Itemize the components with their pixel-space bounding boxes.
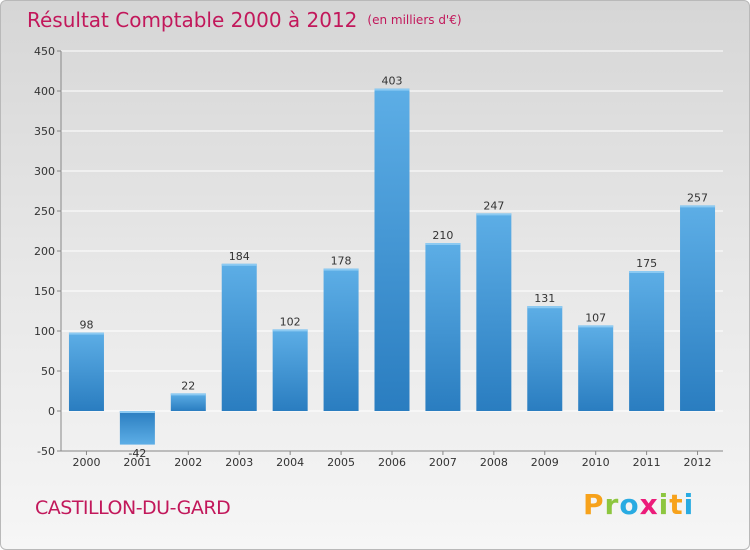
bar-2003 [221, 263, 257, 411]
x-tick-label: 2009 [531, 456, 559, 469]
bar-highlight [476, 213, 512, 216]
y-tick-label: -50 [37, 445, 55, 458]
bar-2005 [323, 268, 359, 411]
bar-2010 [578, 325, 614, 411]
chart-subtitle: (en milliers d'€) [367, 13, 462, 27]
bar-2006 [374, 88, 410, 411]
value-label: 178 [331, 255, 352, 268]
bar-2011 [629, 271, 665, 411]
logo-letter: i [658, 488, 670, 521]
y-tick-label: 400 [34, 85, 55, 98]
x-tick-label: 2012 [684, 456, 712, 469]
y-tick-label: 200 [34, 245, 55, 258]
value-label: 107 [585, 311, 606, 324]
y-tick-label: 450 [34, 45, 55, 58]
x-tick-label: 2010 [582, 456, 610, 469]
bar-2007 [425, 243, 461, 411]
data-labels: 98 -42 22 184 102 178 403 210 247 131 107 175 257 [79, 75, 708, 460]
y-tick-label: 350 [34, 125, 55, 138]
bar-highlight [221, 263, 257, 266]
x-tick-label: 2003 [225, 456, 253, 469]
bar-highlight [170, 393, 206, 396]
bars [68, 88, 716, 445]
proxiti-logo[interactable]: Proxiti [583, 488, 694, 521]
logo-letter: r [604, 488, 620, 521]
bar-2012 [680, 205, 716, 411]
bar-2009 [527, 306, 563, 411]
bar-highlight [68, 332, 104, 335]
logo-letter: i [683, 488, 695, 521]
value-label: -42 [128, 447, 146, 460]
logo-letter: x [639, 488, 659, 521]
bar-2004 [272, 329, 308, 411]
x-tick-label: 2005 [327, 456, 355, 469]
value-label: 257 [687, 191, 708, 204]
x-tick-label: 2008 [480, 456, 508, 469]
value-label: 247 [483, 199, 504, 212]
value-label: 131 [534, 292, 555, 305]
logo-letter: o [619, 488, 640, 521]
x-tick-label: 2002 [174, 456, 202, 469]
x-tick-label: 2011 [633, 456, 661, 469]
bar-highlight [578, 325, 614, 328]
bar-highlight [680, 205, 716, 208]
value-label: 184 [229, 250, 250, 263]
bar-highlight [323, 268, 359, 271]
bar-2008 [476, 213, 512, 411]
x-tick-label: 2001 [123, 456, 151, 469]
bar-2001 [119, 411, 155, 445]
logo-letter: P [583, 488, 605, 521]
y-tick-label: 250 [34, 205, 55, 218]
value-label: 210 [432, 229, 453, 242]
bar-highlight [119, 411, 155, 413]
y-tick-label: 50 [41, 365, 55, 378]
bar-2002 [170, 393, 206, 411]
value-label: 22 [181, 379, 195, 392]
value-label: 175 [636, 257, 657, 270]
bar-highlight [374, 88, 410, 91]
bar-highlight [425, 243, 461, 245]
bar-highlight [527, 306, 563, 309]
bar-highlight [272, 329, 308, 332]
chart-title: Résultat Comptable 2000 à 2012 (en millie… [27, 8, 462, 32]
x-tick-label: 2007 [429, 456, 457, 469]
axes: -50 0 50 100 150 200 250 300 350 400 450 2000 2001 20… [34, 45, 723, 469]
value-label: 98 [79, 319, 93, 332]
y-tick-label: 300 [34, 165, 55, 178]
y-tick-label: 100 [34, 325, 55, 338]
bar-highlight [629, 271, 665, 273]
y-tick-label: 0 [48, 405, 55, 418]
x-tick-label: 2006 [378, 456, 406, 469]
logo-letter: t [669, 488, 684, 521]
bar-2000 [68, 332, 104, 411]
value-label: 403 [382, 75, 403, 88]
value-label: 102 [280, 315, 301, 328]
commune-name: CASTILLON-DU-GARD [35, 497, 231, 519]
chart-title-text: Résultat Comptable 2000 à 2012 [27, 8, 358, 32]
x-tick-label: 2004 [276, 456, 304, 469]
x-tick-label: 2000 [72, 456, 100, 469]
y-tick-label: 150 [34, 285, 55, 298]
